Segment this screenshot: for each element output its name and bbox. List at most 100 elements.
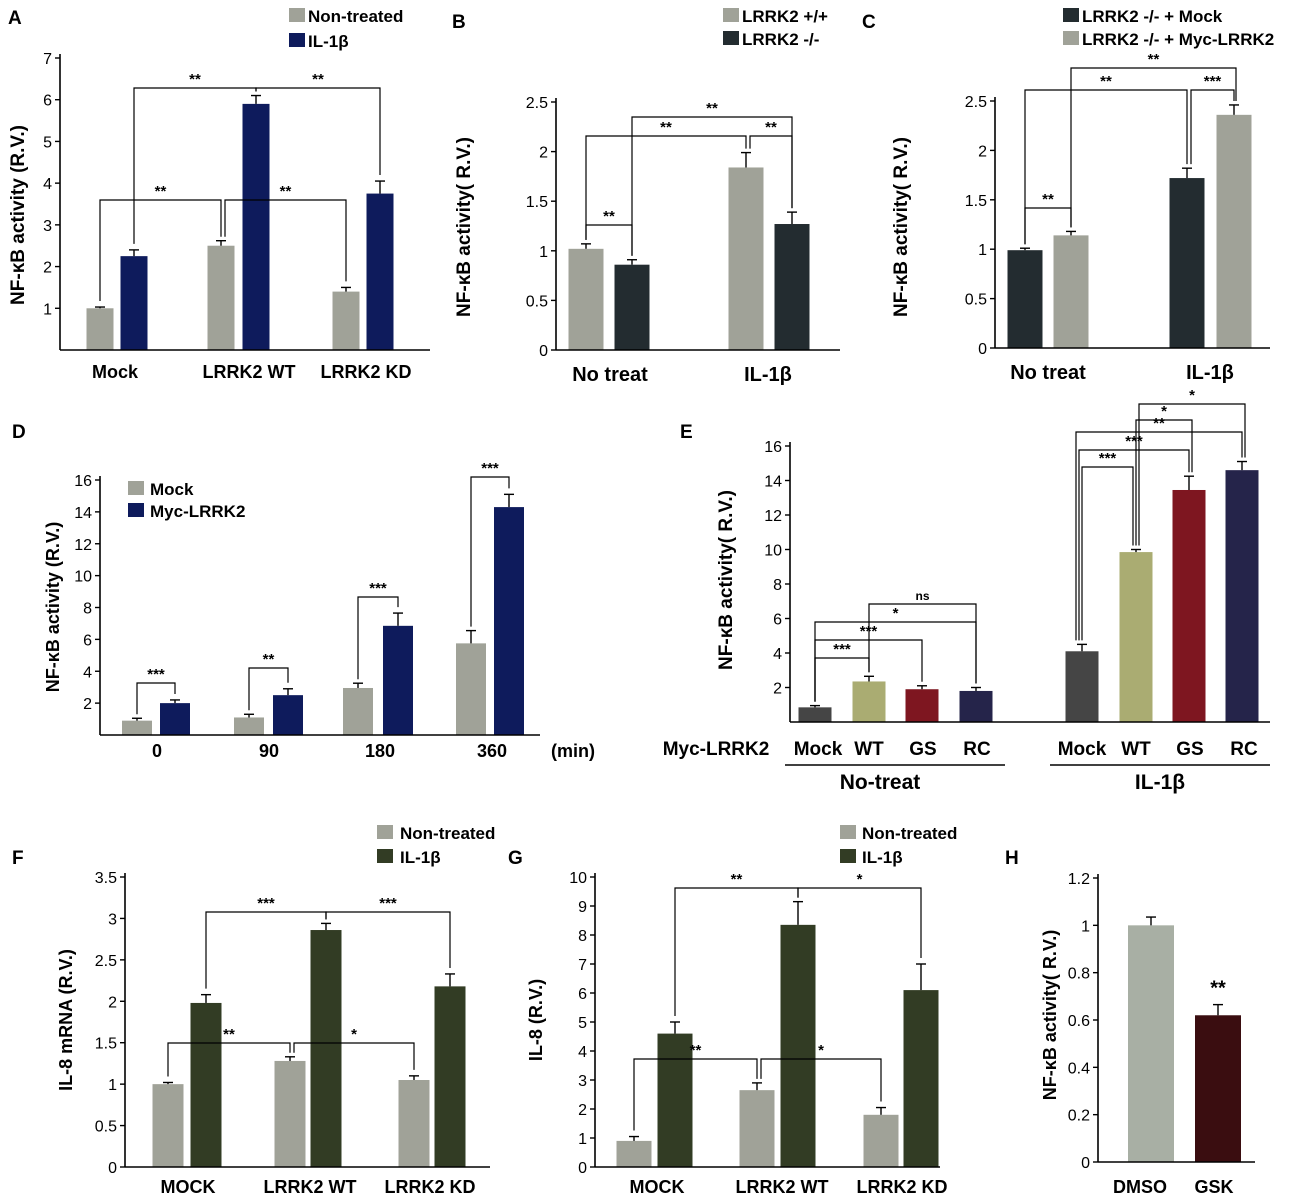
significance-bracket-g-2 xyxy=(633,1058,758,1131)
xlabel-e-row: Myc-LRRK2 xyxy=(663,739,770,760)
y-tick-label-b: 1 xyxy=(539,244,548,261)
legend-f-nontreated: Non-treated xyxy=(400,824,495,843)
bar-e-1 xyxy=(852,681,886,722)
significance-label-c-1: ** xyxy=(1100,73,1112,90)
bar-c-0-1 xyxy=(1169,178,1205,348)
y-tick-label-b: 0 xyxy=(539,343,548,360)
y-tick-label-b: 0.5 xyxy=(526,293,548,310)
xlabel-c-notreat: No treat xyxy=(1010,362,1086,384)
legend-swatch-b-0 xyxy=(723,8,739,22)
y-tick-label-c: 1.5 xyxy=(965,193,987,210)
legend-swatch-a-1 xyxy=(289,33,305,47)
significance-bracket-b-1 xyxy=(585,135,747,240)
bar-a-0-1 xyxy=(207,245,235,350)
y-tick-label-a: 1 xyxy=(43,301,52,318)
bar-a-1-0 xyxy=(120,256,148,350)
bar-d-1-3 xyxy=(494,507,524,735)
bar-c-1-0 xyxy=(1053,235,1089,348)
y-tick-label-f: 2 xyxy=(108,994,117,1011)
bar-d-0-1 xyxy=(234,717,264,735)
y-tick-label-f: 0 xyxy=(108,1160,117,1177)
y-tick-label-e: 14 xyxy=(764,474,782,491)
bar-h-1 xyxy=(1195,1015,1241,1162)
significance-label-b-2: ** xyxy=(706,100,718,117)
significance-bracket-c-2 xyxy=(1190,89,1235,165)
legend-f-il1b: IL-1β xyxy=(400,848,441,867)
xlabel-a-wt: LRRK2 WT xyxy=(203,362,296,382)
significance-label-f-3: * xyxy=(351,1026,357,1043)
bar-a-0-2 xyxy=(332,291,360,350)
ylabel-d: NF-κB activity (R.V.) xyxy=(43,522,63,692)
bar-f-1-0 xyxy=(190,1002,222,1167)
panel-letter-b: B xyxy=(452,12,466,33)
group-label-il1b: IL-1β xyxy=(1135,771,1185,794)
y-tick-label-g: 9 xyxy=(578,899,587,916)
legend-swatch-d-0 xyxy=(128,481,144,495)
bar-f-1-2 xyxy=(434,986,466,1167)
xlabel-c-il1b: IL-1β xyxy=(1186,362,1234,384)
panel-letter-g: G xyxy=(508,848,523,869)
bar-d-1-1 xyxy=(273,695,303,735)
bar-b-0-0 xyxy=(568,248,604,350)
xlabel-f-kd: LRRK2 KD xyxy=(384,1177,475,1197)
y-tick-label-h: 0 xyxy=(1081,1155,1090,1172)
legend-swatch-g-0 xyxy=(840,825,856,839)
y-tick-label-e: 10 xyxy=(764,543,782,560)
y-tick-label-f: 3 xyxy=(108,911,117,928)
significance-label-e-8: * xyxy=(1189,387,1195,404)
legend-g-nontreated: Non-treated xyxy=(862,824,957,843)
legend-c-myc: LRRK2 -/- + Myc-LRRK2 xyxy=(1082,30,1274,49)
y-tick-label-d: 14 xyxy=(74,505,92,522)
significance-bracket-f-1 xyxy=(325,911,451,968)
legend-d-myc: Myc-LRRK2 xyxy=(150,502,245,521)
ylabel-c: NF-κB activity( R.V.) xyxy=(891,137,912,317)
xlabel-b-notreat: No treat xyxy=(572,364,648,386)
bar-e-2 xyxy=(905,689,939,722)
significance-label-g-0: ** xyxy=(731,871,743,888)
panel-letter-f: F xyxy=(12,848,24,869)
y-tick-label-e: 2 xyxy=(773,681,782,698)
y-tick-label-f: 1 xyxy=(108,1077,117,1094)
significance-label-e-6: ** xyxy=(1153,415,1165,432)
y-tick-label-h: 0.6 xyxy=(1068,1013,1090,1030)
bar-d-1-0 xyxy=(160,703,190,735)
panel-letter-h: H xyxy=(1005,848,1019,869)
xlabel-f-wt: LRRK2 WT xyxy=(264,1177,357,1197)
bar-e-0 xyxy=(798,707,832,722)
significance-bracket-g-0 xyxy=(674,887,799,1016)
bar-g-0-0 xyxy=(616,1140,652,1167)
significance-label-e-3: ns xyxy=(915,589,929,603)
legend-g-il1b: IL-1β xyxy=(862,848,903,867)
significance-label-a-3: ** xyxy=(280,183,292,200)
y-tick-label-c: 0 xyxy=(978,341,987,358)
legend-b-ko: LRRK2 -/- xyxy=(742,30,819,49)
xlabel-b-il1b: IL-1β xyxy=(744,364,792,386)
xlabel-g-mock: MOCK xyxy=(630,1177,685,1197)
significance-label-d-0: *** xyxy=(147,666,165,683)
significance-bracket-f-0 xyxy=(205,911,327,989)
significance-label-a-0: ** xyxy=(189,71,201,88)
legend-swatch-g-1 xyxy=(840,849,856,863)
y-tick-label-h: 0.4 xyxy=(1068,1060,1090,1077)
significance-bracket-e-5 xyxy=(1078,449,1190,641)
y-tick-label-d: 8 xyxy=(83,601,92,618)
ylabel-g: IL-8 (R.V.) xyxy=(526,979,546,1061)
significance-bracket-b-2 xyxy=(631,116,793,256)
bar-g-0-2 xyxy=(863,1114,899,1167)
ylabel-e: NF-κB activity( R.V.) xyxy=(716,490,737,670)
legend-a-il1b: IL-1β xyxy=(308,32,349,51)
ylabel-h: NF-κB activity( R.V.) xyxy=(1040,930,1060,1100)
y-tick-label-g: 8 xyxy=(578,928,587,945)
y-tick-label-g: 10 xyxy=(569,870,587,887)
panel-letter-e: E xyxy=(680,422,693,443)
xlabel-e-gs2: GS xyxy=(1176,739,1203,760)
xlabel-a-mock: Mock xyxy=(92,362,139,382)
bar-c-1-1 xyxy=(1216,114,1252,348)
significance-bracket-d-1 xyxy=(248,667,289,711)
y-tick-label-e: 12 xyxy=(764,508,782,525)
significance-label-g-1: * xyxy=(857,871,863,888)
bar-e-4 xyxy=(1065,651,1099,722)
ylabel-f: IL-8 mRNA (R.V.) xyxy=(56,949,76,1091)
panel-letter-c: C xyxy=(862,12,876,33)
y-tick-label-c: 2 xyxy=(978,143,987,160)
